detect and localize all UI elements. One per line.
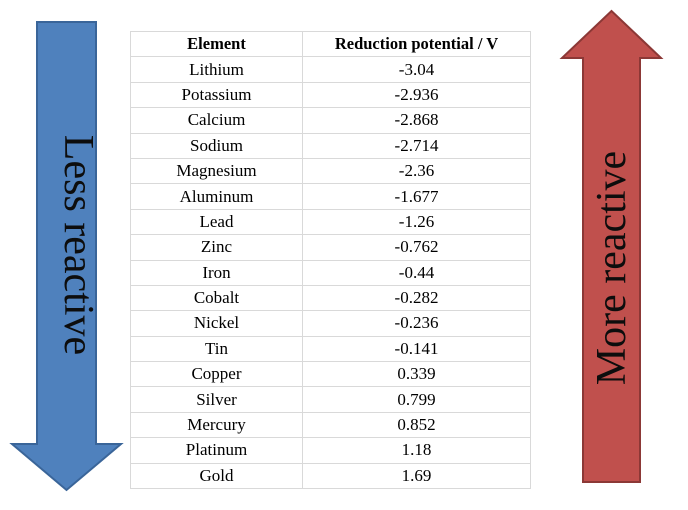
table-row: Silver 0.799 bbox=[130, 386, 531, 413]
element-cell: Aluminum bbox=[130, 183, 303, 210]
table-row: Iron -0.44 bbox=[130, 259, 531, 286]
less-reactive-label: Less reactive bbox=[55, 134, 101, 356]
potential-cell: -0.44 bbox=[302, 259, 531, 286]
table-row: Platinum 1.18 bbox=[130, 437, 531, 464]
header-reduction-potential: Reduction potential / V bbox=[302, 30, 531, 58]
element-cell: Zinc bbox=[130, 234, 303, 261]
potential-cell: -0.141 bbox=[302, 335, 531, 363]
table-row: Potassium -2.936 bbox=[130, 81, 531, 109]
element-cell: Nickel bbox=[130, 310, 303, 337]
table-row: Lithium -3.04 bbox=[130, 56, 531, 83]
table-row: Lead -1.26 bbox=[130, 208, 531, 236]
potential-cell: -0.762 bbox=[302, 234, 531, 261]
potential-cell: -0.282 bbox=[302, 284, 531, 312]
element-cell: Magnesium bbox=[130, 157, 303, 185]
table-row: Copper 0.339 bbox=[130, 361, 531, 388]
table-row: Aluminum -1.677 bbox=[130, 183, 531, 210]
element-cell: Silver bbox=[130, 386, 303, 413]
potential-cell: -2.714 bbox=[302, 132, 531, 159]
element-cell: Platinum bbox=[130, 437, 303, 464]
table-header-row: Element Reduction potential / V bbox=[130, 30, 531, 58]
potential-cell: 0.339 bbox=[302, 361, 531, 388]
table-body: Lithium -3.04 Potassium -2.936 Calcium -2.868… bbox=[130, 56, 531, 490]
potential-cell: 1.18 bbox=[302, 437, 531, 464]
more-reactive-label: More reactive bbox=[589, 150, 635, 386]
element-cell: Lithium bbox=[130, 56, 303, 83]
potential-cell: 0.799 bbox=[302, 386, 531, 413]
element-cell: Tin bbox=[130, 335, 303, 363]
element-cell: Mercury bbox=[130, 411, 303, 439]
table-row: Sodium -2.714 bbox=[130, 132, 531, 159]
element-cell: Calcium bbox=[130, 107, 303, 134]
less-reactive-arrow bbox=[9, 21, 124, 492]
table-row: Zinc -0.762 bbox=[130, 234, 531, 261]
table-row: Calcium -2.868 bbox=[130, 107, 531, 134]
potential-cell: -3.04 bbox=[302, 56, 531, 83]
element-cell: Iron bbox=[130, 259, 303, 286]
element-cell: Potassium bbox=[130, 81, 303, 109]
element-cell: Gold bbox=[130, 462, 303, 490]
potential-cell: -1.26 bbox=[302, 208, 531, 236]
table-row: Gold 1.69 bbox=[130, 462, 531, 490]
table-row: Mercury 0.852 bbox=[130, 411, 531, 439]
table-row: Cobalt -0.282 bbox=[130, 284, 531, 312]
more-reactive-arrow bbox=[559, 9, 664, 483]
table-row: Tin -0.141 bbox=[130, 335, 531, 363]
table-row: Nickel -0.236 bbox=[130, 310, 531, 337]
potential-cell: -2.936 bbox=[302, 81, 531, 109]
potential-cell: -2.36 bbox=[302, 157, 531, 185]
reduction-potential-table: Element Reduction potential / V Lithium -… bbox=[130, 30, 531, 490]
element-cell: Lead bbox=[130, 208, 303, 236]
potential-cell: -0.236 bbox=[302, 310, 531, 337]
element-cell: Cobalt bbox=[130, 284, 303, 312]
element-cell: Copper bbox=[130, 361, 303, 388]
header-element: Element bbox=[130, 30, 303, 58]
potential-cell: -2.868 bbox=[302, 107, 531, 134]
potential-cell: 1.69 bbox=[302, 462, 531, 490]
potential-cell: 0.852 bbox=[302, 411, 531, 439]
potential-cell: -1.677 bbox=[302, 183, 531, 210]
element-cell: Sodium bbox=[130, 132, 303, 159]
table-row: Magnesium -2.36 bbox=[130, 157, 531, 185]
